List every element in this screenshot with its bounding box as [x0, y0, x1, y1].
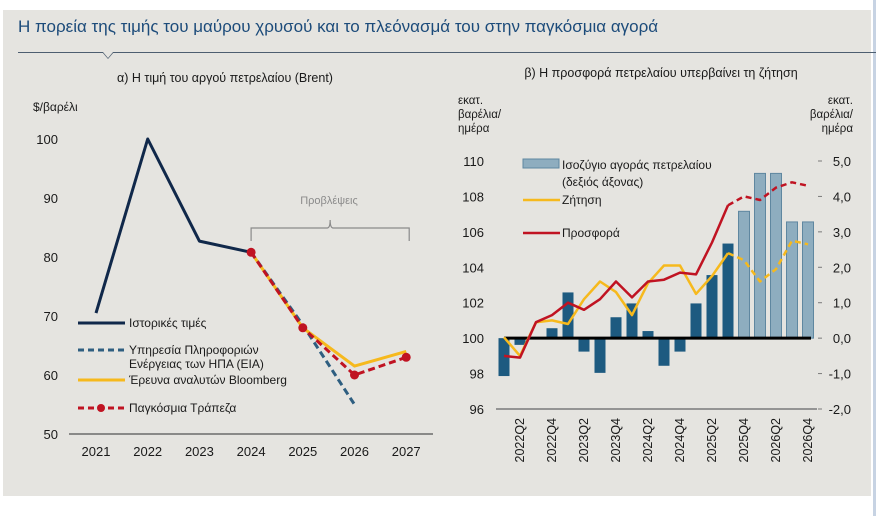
bar-2026Q3 [786, 221, 798, 339]
bar-2023Q1 [562, 292, 574, 339]
legend-label: Ενέργειας των ΗΠΑ (EIA) [129, 357, 264, 371]
bar-2024Q2 [642, 331, 654, 339]
x-tick-label: 2024 [237, 444, 266, 459]
bar-2025Q2 [706, 275, 718, 339]
x-tick-label: 2026Q2 [769, 418, 783, 463]
y-tick-label-right: 2,0 [833, 260, 851, 275]
legend-label: Έρευνα αναλυτών Bloomberg [128, 373, 287, 387]
bar-2023Q3 [594, 338, 606, 373]
y-tick-label: 60 [44, 368, 58, 383]
series-line-Ζήτηση-forecast [727, 239, 809, 283]
y-tick-label: 50 [44, 427, 58, 442]
y-tick-label-left: 96 [470, 402, 484, 417]
bar-2022Q4 [546, 328, 558, 339]
bar-2022Q2 [514, 338, 526, 345]
forecast-bracket [250, 219, 410, 241]
y-tick-label-right: 3,0 [833, 225, 851, 240]
legend-label: Προσφορά [562, 226, 620, 240]
series-line-0 [94, 137, 252, 314]
y-tick-label-right: 1,0 [833, 296, 851, 311]
x-tick-label: 2026Q4 [801, 418, 815, 463]
legend-marker [97, 404, 105, 412]
y-tick-label-right: -2,0 [829, 402, 851, 417]
y-tick-label-right: 0,0 [833, 331, 851, 346]
y-axis-right-label: ημέρα [822, 123, 854, 135]
chart-a-title: α) Η τιμή του αργού πετρελαίου (Brent) [117, 71, 333, 85]
y-tick-label-right: 4,0 [833, 189, 851, 204]
x-tick-label: 2025Q2 [705, 418, 719, 463]
series-line-Προσφορά-actual [503, 204, 730, 359]
y-axis-right-label: εκατ. [828, 95, 853, 107]
y-tick-label: 100 [36, 132, 58, 147]
y-tick-label: 70 [44, 309, 58, 324]
right-border [873, 0, 876, 516]
bar-2023Q4 [610, 317, 622, 339]
data-point-marker [401, 352, 411, 362]
forecast-annotation: Προβλέψεις [300, 195, 358, 207]
y-tick-label-left: 100 [462, 331, 484, 346]
y-tick-label-left: 108 [462, 189, 484, 204]
series-line-2 [249, 251, 407, 368]
y-tick-label: 80 [44, 250, 58, 265]
x-tick-label: 2022Q2 [513, 418, 527, 463]
x-tick-label: 2026 [340, 444, 369, 459]
x-tick-label: 2022 [133, 444, 162, 459]
x-tick-label: 2025 [288, 444, 317, 459]
series-line-Προσφορά-forecast [727, 181, 809, 207]
legend-label: Ιστορικές τιμές [129, 316, 207, 330]
legend-swatch-balance [522, 158, 560, 169]
title-divider-notch-fill [103, 52, 113, 58]
y-tick-label-left: 106 [462, 225, 484, 240]
legend-label: (δεξιός άξονας) [562, 175, 643, 189]
chart-b-title: β) Η προσφορά πετρελαίου υπερβαίνει τη ζ… [524, 66, 797, 80]
x-tick-label: 2023Q4 [609, 418, 623, 463]
legend-label: Ζήτηση [562, 193, 602, 207]
chart-a-ylabel: $/βαρέλι [33, 100, 78, 114]
y-tick-label-right: 5,0 [833, 154, 851, 169]
bar-2024Q3 [658, 338, 670, 366]
bar-2023Q2 [578, 338, 590, 352]
x-tick-label: 2027 [392, 444, 421, 459]
data-point-marker [246, 247, 256, 257]
y-axis-left-label: εκατ. [458, 95, 483, 107]
bar-2025Q1 [690, 303, 702, 339]
y-tick-label-left: 104 [462, 260, 484, 275]
legend-label: Υπηρεσία Πληροφοριών [129, 343, 259, 357]
x-tick-label: 2024Q4 [673, 418, 687, 463]
y-tick-label-left: 110 [463, 154, 484, 169]
y-axis-left-label: ημέρα [458, 123, 490, 135]
data-point-marker [350, 370, 359, 380]
x-tick-label: 2021 [82, 444, 111, 459]
series-line-Ζήτηση-actual [503, 252, 730, 358]
y-axis-right-label: βαρέλια/ [810, 109, 854, 121]
bar-2025Q3 [722, 243, 734, 339]
x-tick-label: 2023 [185, 444, 214, 459]
title-divider [18, 52, 876, 53]
x-tick-label: 2024Q2 [641, 418, 655, 463]
y-tick-label: 90 [44, 191, 58, 206]
data-point-marker [298, 323, 308, 333]
bar-2026Q2 [770, 172, 782, 339]
series-line-3 [249, 251, 407, 377]
bar-2025Q4 [738, 210, 750, 339]
y-axis-left-label: βαρέλια/ [458, 109, 502, 121]
page-title: Η πορεία της τιμής του μαύρου χρυσού και… [18, 17, 659, 36]
y-tick-label-left: 102 [462, 296, 484, 311]
y-tick-label-right: -1,0 [829, 367, 851, 382]
x-tick-label: 2022Q4 [545, 418, 559, 463]
legend-label: Παγκόσμια Τράπεζα [129, 401, 236, 415]
bar-2024Q1 [626, 303, 638, 339]
bar-2024Q4 [674, 338, 686, 352]
x-tick-label: 2025Q4 [737, 418, 751, 463]
legend-label: Ισοζύγιο αγοράς πετρελαίου [562, 158, 712, 172]
y-tick-label-left: 98 [470, 367, 484, 382]
x-tick-label: 2023Q2 [577, 418, 591, 463]
bar-2026Q4 [802, 221, 814, 339]
